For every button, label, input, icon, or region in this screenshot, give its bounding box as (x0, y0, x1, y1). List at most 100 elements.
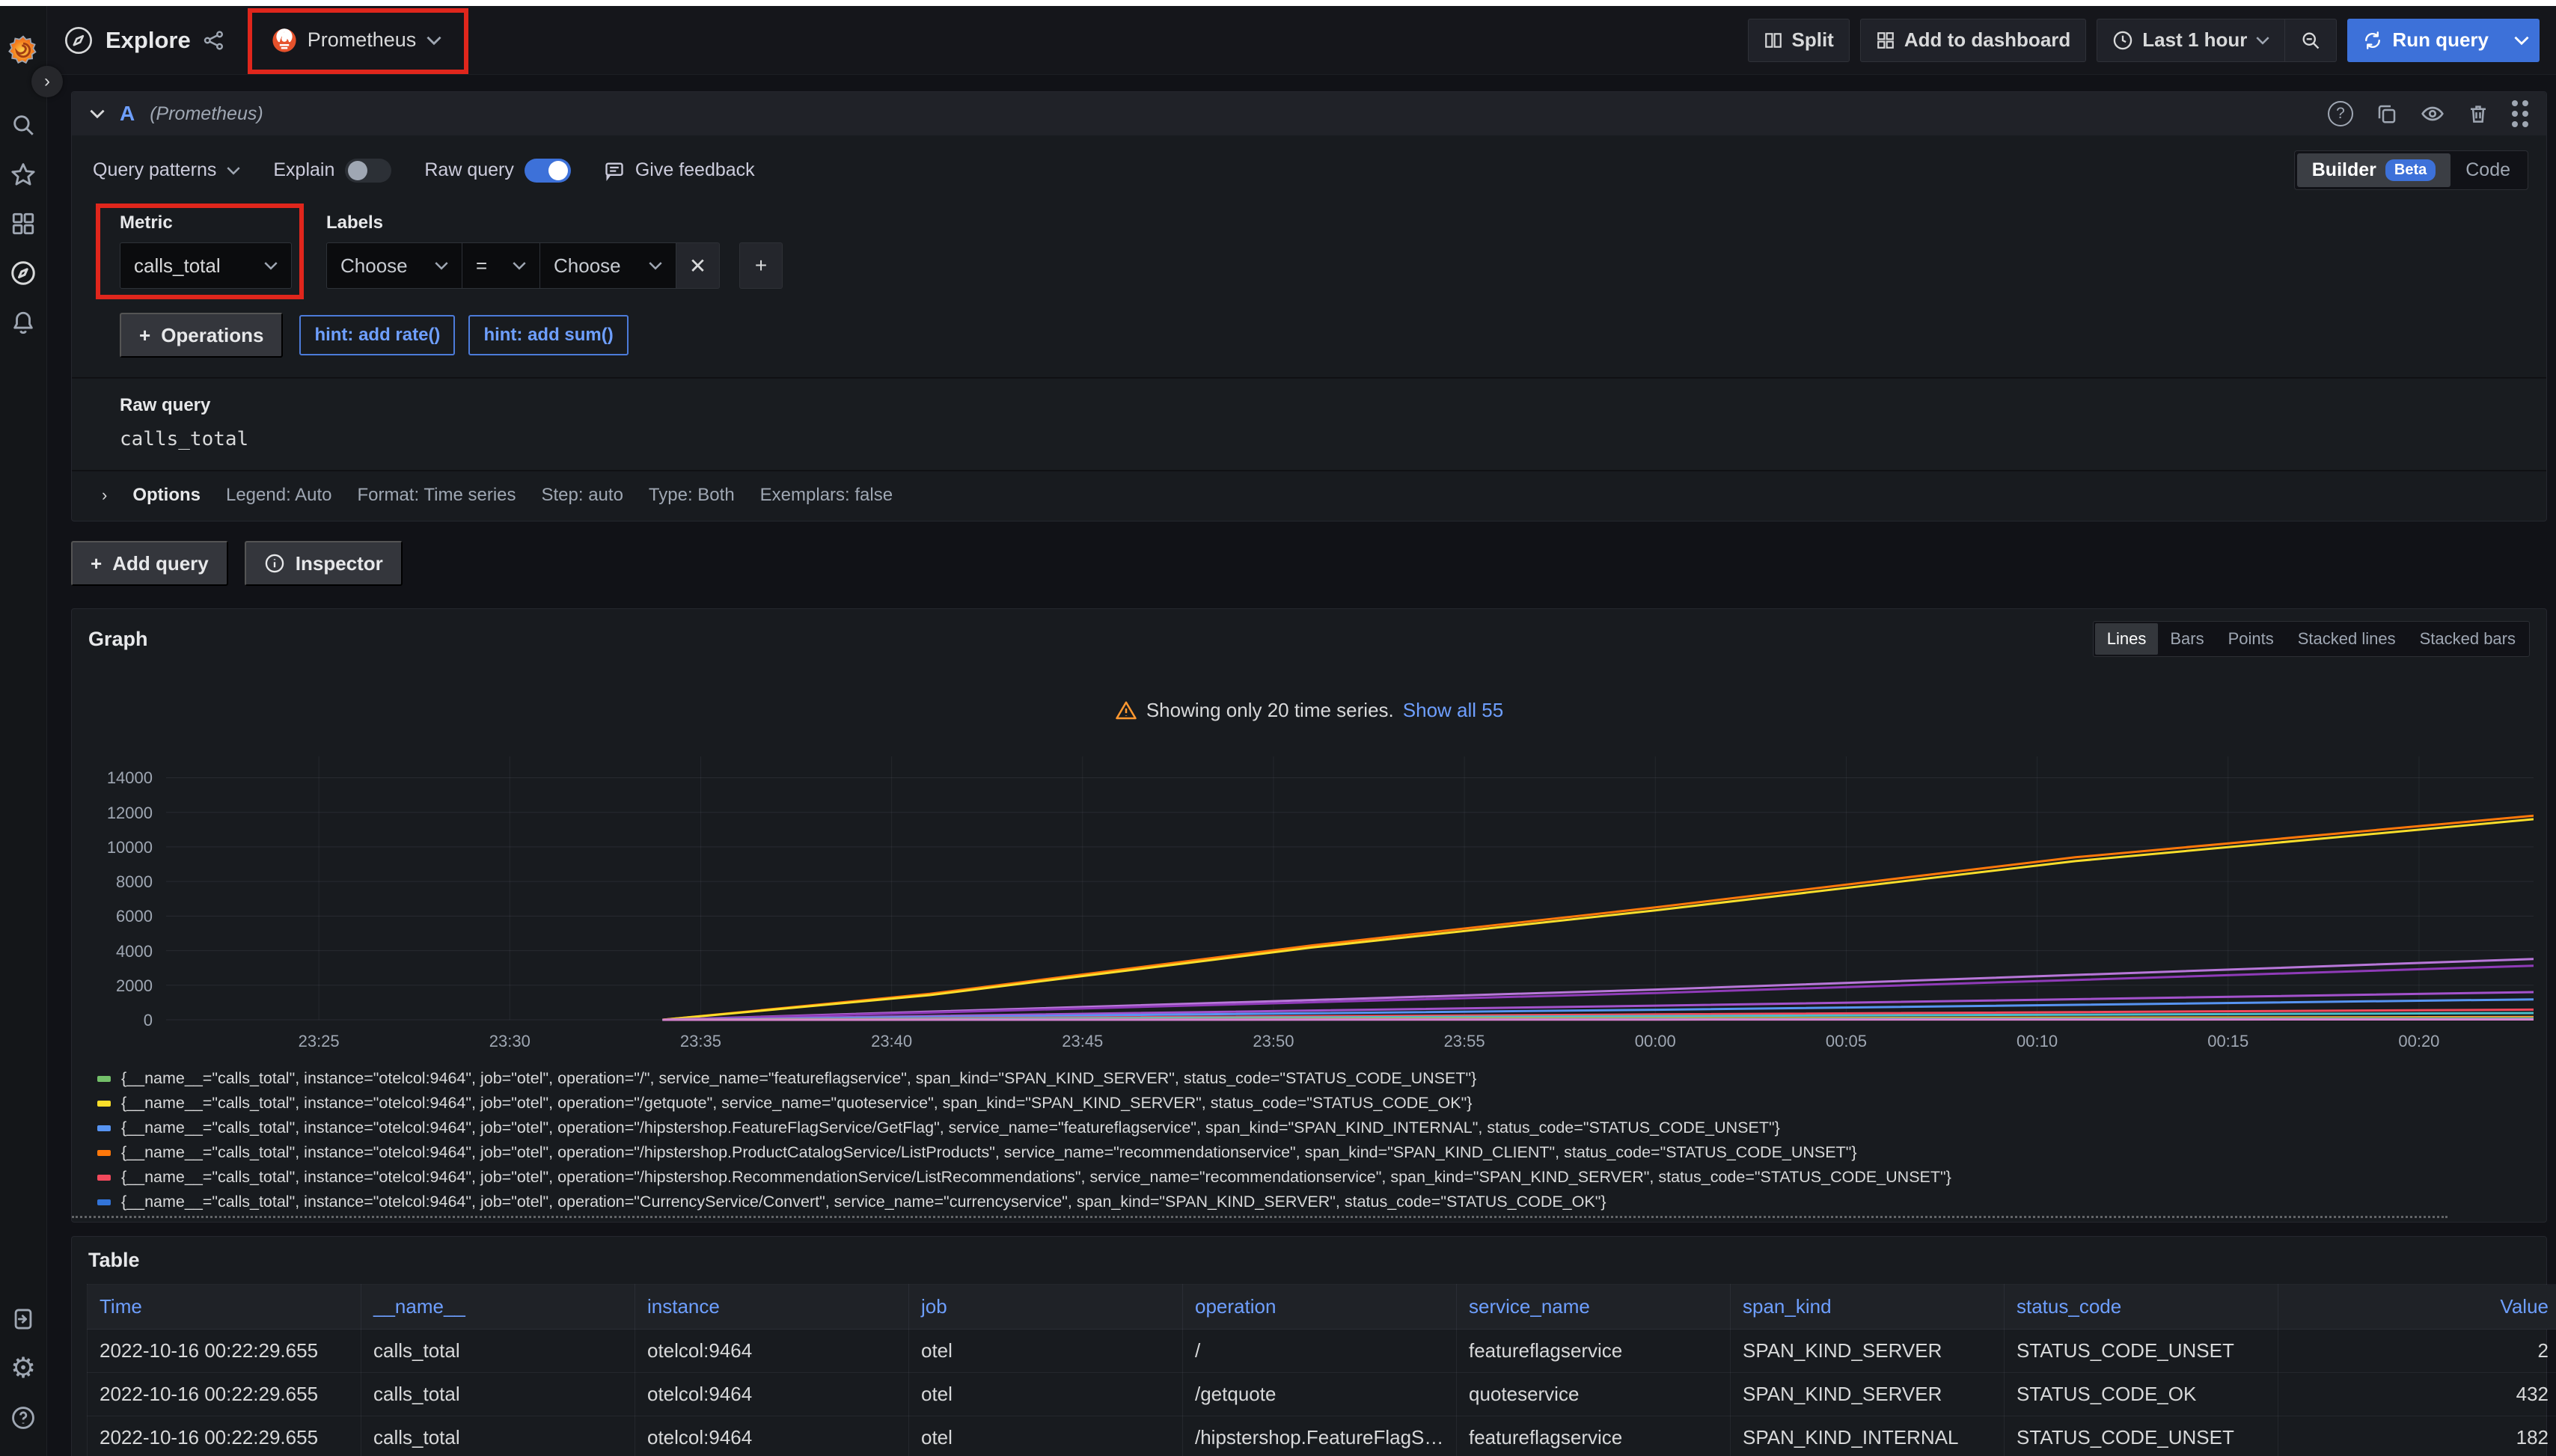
raw-query-preview: Raw query calls_total (72, 377, 2546, 471)
label-value-select[interactable]: Choose (540, 242, 676, 289)
table-column-header[interactable]: job (908, 1284, 1183, 1330)
table-cell: otelcol:9464 (635, 1416, 909, 1456)
x-axis-tick-label: 00:05 (1825, 1032, 1867, 1050)
add-operations-button[interactable]: + Operations (120, 313, 284, 358)
metric-select[interactable]: calls_total (120, 242, 292, 289)
remove-label-button[interactable]: ✕ (676, 242, 720, 289)
settings-gear-icon[interactable]: ⚙ (10, 1353, 37, 1384)
query-option-summary: Format: Time series (357, 485, 516, 505)
label-key-select[interactable]: Choose (326, 242, 462, 289)
legend-series-label: {__name__="calls_total", instance="otelc… (121, 1069, 1477, 1087)
legend-swatch-icon (97, 1100, 111, 1107)
chevron-down-icon (264, 262, 278, 270)
copy-query-icon[interactable] (2376, 103, 2398, 125)
legend-item[interactable]: {__name__="calls_total", instance="otelc… (97, 1190, 2531, 1214)
grafana-logo[interactable] (0, 25, 47, 75)
table-column-header[interactable]: service_name (1456, 1284, 1731, 1330)
starred-icon[interactable] (0, 150, 47, 199)
alerting-icon[interactable] (0, 298, 47, 347)
explore-icon[interactable] (0, 248, 47, 298)
graph-mode-lines[interactable]: Lines (2094, 623, 2159, 655)
table-cell: SPAN_KIND_SERVER (1730, 1372, 2005, 1416)
table-cell: 432 (2278, 1372, 2556, 1416)
builder-tab[interactable]: Builder Beta (2296, 153, 2451, 187)
legend-item[interactable]: {__name__="calls_total", instance="otelc… (97, 1165, 2531, 1190)
sign-in-icon[interactable] (0, 1294, 47, 1344)
x-axis-tick-label: 00:20 (2398, 1032, 2440, 1050)
x-axis-tick-label: 00:00 (1634, 1032, 1676, 1050)
code-tab[interactable]: Code (2465, 159, 2510, 180)
query-datasource-hint: (Prometheus) (150, 103, 263, 124)
add-label-button[interactable]: + (739, 242, 783, 289)
legend-swatch-icon (97, 1075, 111, 1082)
search-icon[interactable] (0, 100, 47, 150)
table-column-header[interactable]: operation (1182, 1284, 1457, 1330)
label-operator-select[interactable]: = (462, 242, 540, 289)
inspector-button[interactable]: Inspector (244, 541, 403, 586)
table-column-header[interactable]: instance (635, 1284, 909, 1330)
dashboards-icon[interactable] (0, 199, 47, 248)
legend-item[interactable]: {__name__="calls_total", instance="otelc… (97, 1116, 2531, 1140)
show-all-series-link[interactable]: Show all 55 (1402, 699, 1504, 721)
time-series-chart[interactable]: 0 2000 4000 6000 8000 10000 12000 14000 23:25 23:… (87, 756, 2534, 1059)
drag-handle-icon[interactable] (2512, 100, 2528, 127)
sidebar-expand-button[interactable]: › (31, 66, 63, 97)
add-query-button[interactable]: + Add query (71, 541, 228, 586)
table-column-header[interactable]: Time (87, 1284, 361, 1330)
table-cell: 2022-10-16 00:22:29.655 (87, 1329, 361, 1373)
legend-item[interactable]: {__name__="calls_total", instance="otelc… (97, 1066, 2531, 1091)
graph-mode-points[interactable]: Points (2228, 629, 2274, 648)
datasource-picker[interactable]: Prometheus (261, 20, 453, 61)
zoom-out-time-button[interactable] (2284, 18, 2338, 62)
table-cell: otel (908, 1372, 1183, 1416)
query-patterns-dropdown[interactable]: Query patterns (93, 159, 240, 181)
run-query-dropdown[interactable] (2504, 18, 2540, 62)
query-hint-button[interactable]: hint: add sum() (468, 315, 629, 355)
options-expand-chevron[interactable]: › (102, 486, 108, 504)
query-hint-button[interactable]: hint: add rate() (299, 315, 456, 355)
collapse-chevron-icon (90, 109, 105, 119)
graph-mode-bars[interactable]: Bars (2170, 629, 2204, 648)
explain-toggle[interactable] (345, 158, 392, 183)
page-title: Explore (106, 26, 191, 53)
time-range-picker[interactable]: Last 1 hour (2097, 18, 2285, 62)
y-axis-tick-label: 2000 (116, 976, 153, 995)
share-icon[interactable] (203, 29, 225, 52)
y-axis-tick-label: 14000 (106, 768, 153, 788)
table-cell: 2022-10-16 00:22:29.655 (87, 1372, 361, 1416)
table-cell: calls_total (361, 1329, 635, 1373)
metric-label: Metric (120, 212, 173, 233)
results-table: Time __name__ instance job operation service_… (87, 1284, 2556, 1456)
raw-query-toggle[interactable] (524, 158, 571, 183)
query-row-header[interactable]: A (Prometheus) ? (72, 92, 2546, 135)
hide-response-eye-icon[interactable] (2421, 102, 2445, 126)
series-line (662, 998, 2534, 1021)
add-to-dashboard-button[interactable]: Add to dashboard (1859, 18, 2087, 62)
run-query-button[interactable]: Run query (2347, 18, 2504, 62)
remove-query-trash-icon[interactable] (2467, 103, 2489, 125)
graph-mode-stacked-lines[interactable]: Stacked lines (2297, 629, 2396, 648)
table-column-header[interactable]: status_code (2004, 1284, 2278, 1330)
query-option-summary: Step: auto (541, 485, 623, 505)
legend-item[interactable]: {__name__="calls_total", instance="otelc… (97, 1091, 2531, 1116)
split-button[interactable]: Split (1747, 18, 1850, 62)
help-icon[interactable] (0, 1393, 47, 1443)
query-options-row[interactable]: › Options Legend: Auto Format: Time serie… (102, 485, 893, 505)
give-feedback-link[interactable]: Give feedback (604, 159, 755, 181)
table-cell: otel (908, 1416, 1183, 1456)
chart-plot-area[interactable] (166, 756, 2534, 1026)
query-help-icon[interactable]: ? (2328, 101, 2353, 126)
x-axis-tick-label: 23:40 (871, 1032, 913, 1050)
x-axis-tick-label: 23:25 (298, 1032, 340, 1050)
query-option-summary: Legend: Auto (225, 485, 332, 505)
legend-series-label: {__name__="calls_total", instance="otelc… (121, 1193, 1606, 1211)
table-column-header[interactable]: span_kind (1730, 1284, 2005, 1330)
beta-badge: Beta (2385, 159, 2436, 181)
legend-item[interactable]: {__name__="calls_total", instance="otelc… (97, 1140, 2531, 1165)
graph-mode-stacked-bars[interactable]: Stacked bars (2419, 629, 2516, 648)
raw-query-label: Raw query (424, 159, 514, 180)
chevron-down-icon (2256, 36, 2270, 45)
table-column-header[interactable]: Value (2278, 1284, 2556, 1330)
table-column-header[interactable]: __name__ (361, 1284, 635, 1330)
chevron-down-icon (649, 262, 662, 270)
